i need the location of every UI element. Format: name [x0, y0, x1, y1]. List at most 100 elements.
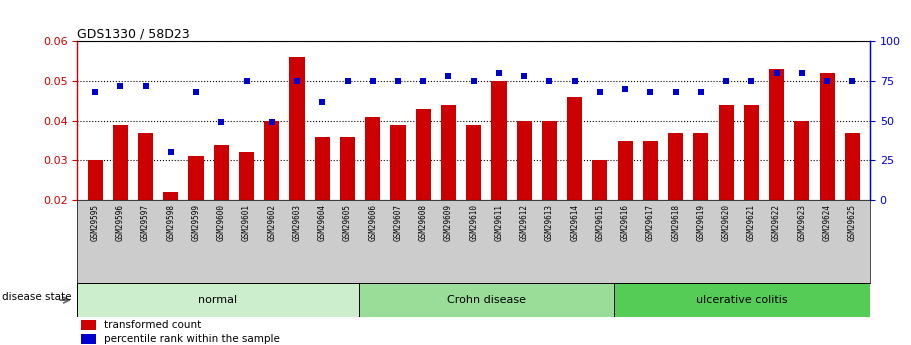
Point	[240, 78, 254, 84]
Text: GSM29599: GSM29599	[191, 204, 200, 241]
Bar	[214, 145, 229, 200]
Text: transformed count: transformed count	[104, 320, 200, 330]
Text: GSM29605: GSM29605	[343, 204, 352, 241]
Text: GSM29612: GSM29612	[519, 204, 528, 241]
Text: GSM29606: GSM29606	[368, 204, 377, 241]
Point	[820, 78, 834, 84]
Bar	[614, 283, 870, 317]
Text: GSM29595: GSM29595	[90, 204, 99, 241]
Bar	[820, 73, 834, 200]
Point	[391, 78, 405, 84]
Point	[189, 89, 203, 95]
Point	[593, 89, 608, 95]
Text: GSM29614: GSM29614	[570, 204, 579, 241]
Text: GSM29613: GSM29613	[545, 204, 554, 241]
Point	[643, 89, 658, 95]
Point	[264, 120, 279, 125]
Point	[315, 99, 330, 105]
Point	[542, 78, 557, 84]
Bar	[542, 121, 557, 200]
Point	[87, 89, 102, 95]
Text: GSM29620: GSM29620	[722, 204, 731, 241]
Point	[568, 78, 582, 84]
Text: GSM29609: GSM29609	[444, 204, 453, 241]
Bar	[81, 320, 96, 330]
Bar	[415, 109, 431, 200]
Point	[769, 70, 783, 76]
Text: GSM29597: GSM29597	[141, 204, 150, 241]
Bar	[643, 141, 658, 200]
Point	[214, 120, 229, 125]
Text: GSM29622: GSM29622	[773, 204, 781, 241]
Bar	[794, 121, 810, 200]
Point	[290, 78, 304, 84]
Text: GSM29618: GSM29618	[671, 204, 681, 241]
Text: GSM29610: GSM29610	[469, 204, 478, 241]
Point	[845, 78, 860, 84]
Text: GSM29600: GSM29600	[217, 204, 226, 241]
Bar	[668, 132, 683, 200]
Text: GSM29617: GSM29617	[646, 204, 655, 241]
Bar	[81, 334, 96, 344]
Text: GSM29607: GSM29607	[394, 204, 403, 241]
Bar	[568, 97, 582, 200]
Point	[618, 86, 632, 92]
Text: GSM29615: GSM29615	[596, 204, 604, 241]
Point	[138, 83, 153, 89]
Text: GSM29619: GSM29619	[696, 204, 705, 241]
Bar	[365, 117, 380, 200]
Point	[466, 78, 481, 84]
Text: GSM29621: GSM29621	[747, 204, 756, 241]
Point	[416, 78, 431, 84]
Point	[693, 89, 708, 95]
Bar	[491, 81, 507, 200]
Bar	[340, 137, 355, 200]
Bar	[441, 105, 456, 200]
Text: GSM29611: GSM29611	[495, 204, 504, 241]
Text: GSM29596: GSM29596	[116, 204, 125, 241]
Text: GSM29604: GSM29604	[318, 204, 327, 241]
Bar	[618, 141, 633, 200]
Point	[365, 78, 380, 84]
Point	[794, 70, 809, 76]
Bar	[466, 125, 481, 200]
Point	[492, 70, 507, 76]
Bar	[693, 132, 709, 200]
Point	[340, 78, 354, 84]
Point	[744, 78, 759, 84]
Bar	[359, 283, 614, 317]
Bar	[719, 105, 733, 200]
Bar	[77, 283, 359, 317]
Bar	[769, 69, 784, 200]
Text: ulcerative colitis: ulcerative colitis	[696, 295, 788, 305]
Text: Crohn disease: Crohn disease	[447, 295, 526, 305]
Text: GDS1330 / 58D23: GDS1330 / 58D23	[77, 27, 190, 40]
Text: GSM29608: GSM29608	[419, 204, 428, 241]
Bar	[743, 105, 759, 200]
Point	[669, 89, 683, 95]
Text: GSM29624: GSM29624	[823, 204, 832, 241]
Bar	[290, 57, 304, 200]
Bar	[264, 121, 280, 200]
Bar	[239, 152, 254, 200]
Point	[517, 73, 531, 79]
Text: GSM29616: GSM29616	[620, 204, 630, 241]
Text: GSM29625: GSM29625	[848, 204, 857, 241]
Point	[164, 150, 179, 155]
Text: GSM29601: GSM29601	[242, 204, 251, 241]
Bar	[314, 137, 330, 200]
Bar	[844, 132, 860, 200]
Bar	[189, 156, 204, 200]
Text: percentile rank within the sample: percentile rank within the sample	[104, 334, 280, 344]
Text: disease state: disease state	[2, 292, 71, 302]
Bar	[391, 125, 405, 200]
Text: GSM29602: GSM29602	[267, 204, 276, 241]
Text: GSM29598: GSM29598	[167, 204, 175, 241]
Bar	[87, 160, 103, 200]
Text: GSM29623: GSM29623	[797, 204, 806, 241]
Point	[441, 73, 456, 79]
Point	[113, 83, 128, 89]
Bar	[138, 132, 153, 200]
Bar	[113, 125, 128, 200]
Bar	[163, 192, 179, 200]
